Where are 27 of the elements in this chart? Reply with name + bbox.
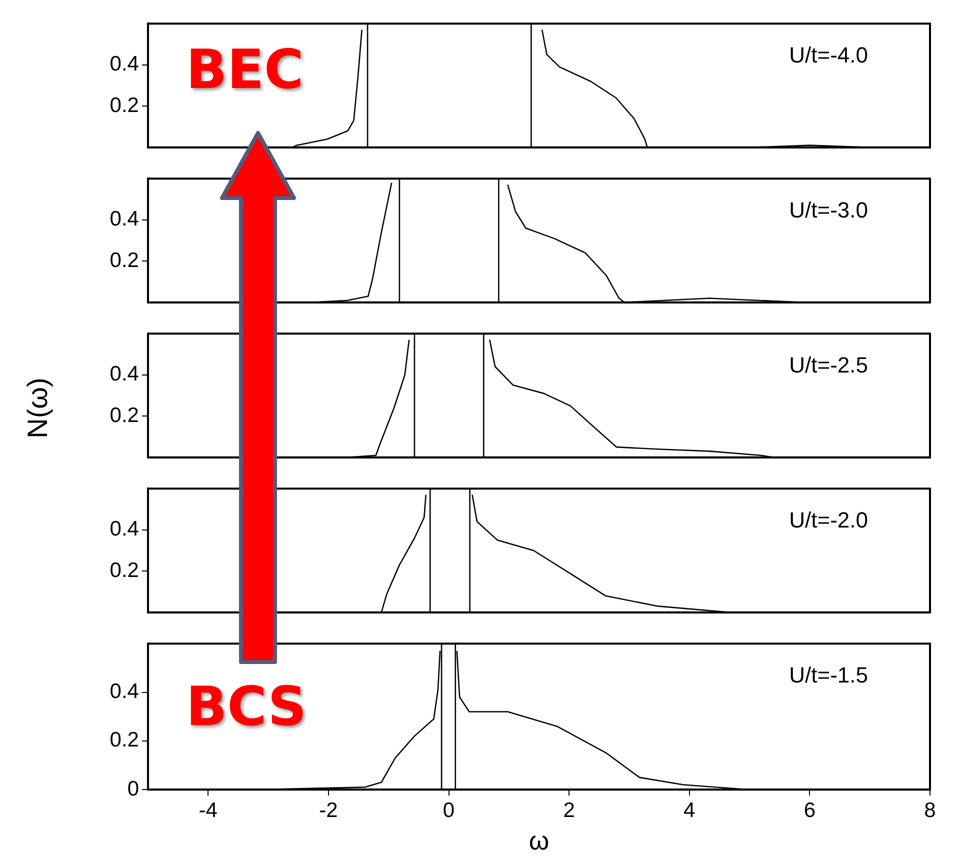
annotation: U/t=-3.0 (789, 198, 868, 223)
x-tick-label: 2 (563, 798, 575, 822)
x-tick-label: 0 (442, 798, 455, 822)
x-tick-label: -2 (319, 798, 338, 822)
y-tick-label: 0.4 (110, 362, 140, 386)
y-tick-label: 0.2 (110, 404, 139, 427)
y-tick-label: 0.2 (110, 728, 139, 752)
y-tick-label: 0.4 (110, 680, 140, 704)
annotation: U/t=-1.5 (789, 662, 868, 688)
annotation: U/t=-2.0 (789, 508, 868, 533)
x-tick-label: 8 (924, 798, 936, 822)
x-tick-label: 4 (684, 798, 696, 822)
y-tick-label: 0.2 (110, 94, 139, 117)
x-tick-label: -4 (198, 798, 218, 822)
y-tick-label: 0 (127, 777, 139, 800)
annotation: BCS (186, 675, 307, 738)
x-axis-title: ω (528, 826, 550, 856)
y-axis-title: N(ω) (22, 378, 54, 438)
y-tick-label: 0.2 (110, 248, 139, 272)
annotation: U/t=-2.5 (789, 352, 868, 378)
y-tick-label: 0.4 (110, 208, 140, 231)
y-tick-label: 0.2 (110, 558, 139, 582)
annotation: U/t=-4.0 (789, 42, 868, 68)
x-tick-label: 6 (804, 798, 816, 822)
annotation: BEC (186, 38, 304, 101)
y-tick-label: 0.4 (110, 52, 140, 76)
y-tick-label: 0.4 (110, 518, 140, 541)
